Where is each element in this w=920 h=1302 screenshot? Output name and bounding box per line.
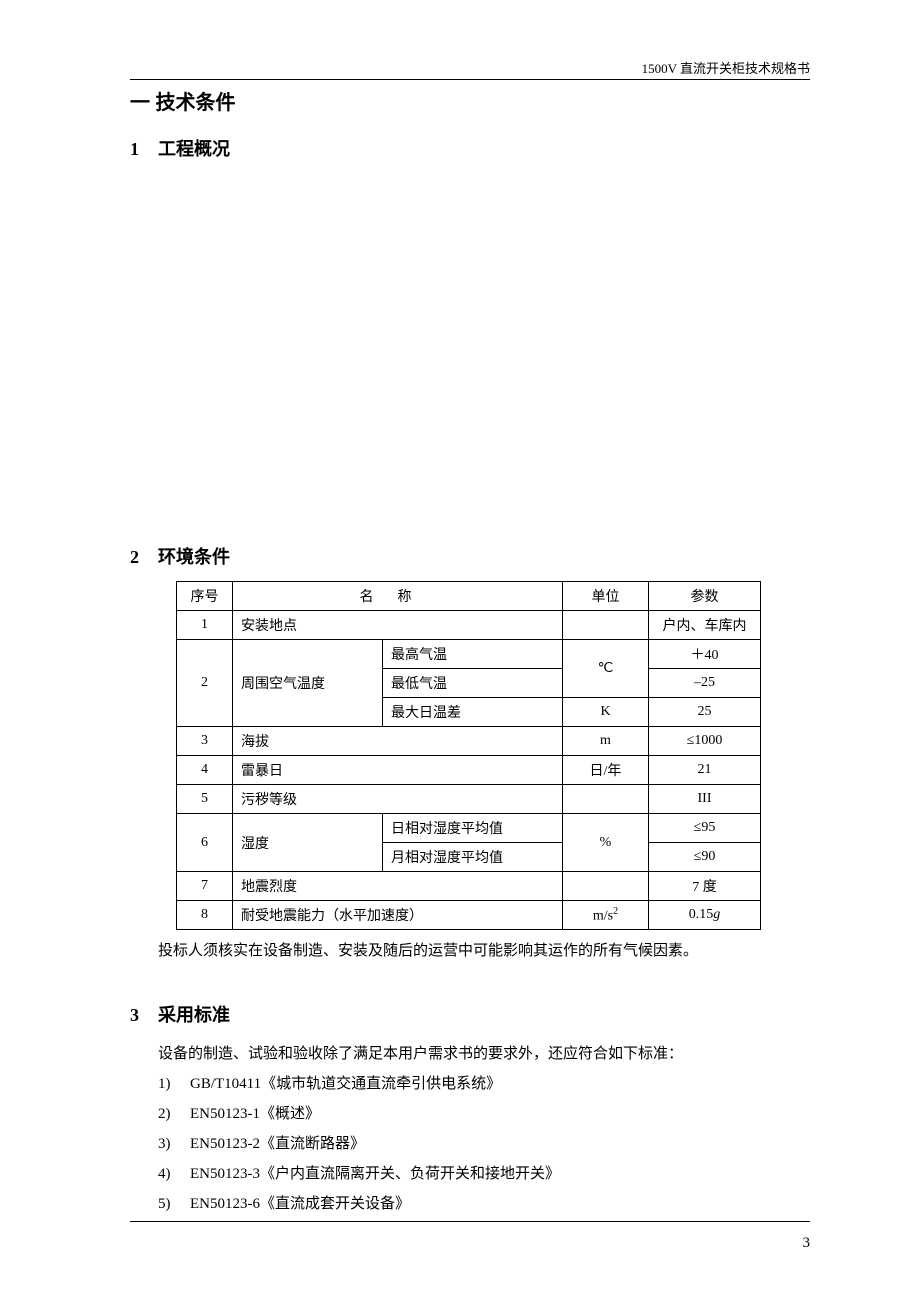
heading-s1-text: 工程概况: [158, 139, 230, 159]
heading-s1-num: 1: [130, 139, 158, 160]
heading-s3-num: 3: [130, 1005, 158, 1026]
table-row: 2 周围空气温度 最高气温 ℃ ＋40: [177, 640, 761, 669]
cell-unit: K: [563, 698, 649, 727]
table-note: 投标人须核实在设备制造、安装及随后的运营中可能影响其运作的所有气候因素。: [158, 938, 810, 965]
unit-sup: 2: [613, 906, 618, 917]
cell-unit: ℃: [563, 640, 649, 698]
blank-space: [130, 173, 810, 523]
cell-unit: %: [563, 814, 649, 872]
cell-subname: 最低气温: [383, 669, 563, 698]
cell-unit: 日/年: [563, 756, 649, 785]
cell-subname: 日相对湿度平均值: [383, 814, 563, 843]
cell-unit: [563, 872, 649, 901]
heading-main: 一 技术条件: [130, 86, 810, 115]
list-item: 2)EN50123-1《概述》: [158, 1099, 810, 1129]
cell-name: 湿度: [233, 814, 383, 872]
page-number: 3: [803, 1235, 811, 1252]
cell-param: ≤95: [649, 814, 761, 843]
item-text: EN50123-3《户内直流隔离开关、负荷开关和接地开关》: [190, 1166, 560, 1182]
unit-pre: m/s: [593, 908, 613, 923]
cell-seq: 3: [177, 727, 233, 756]
cell-param: 户内、车库内: [649, 611, 761, 640]
col-name: 名称: [233, 582, 563, 611]
list-item: 1)GB/T10411《城市轨道交通直流牵引供电系统》: [158, 1069, 810, 1099]
cell-unit: m/s2: [563, 901, 649, 930]
cell-subname: 最大日温差: [383, 698, 563, 727]
cell-name: 雷暴日: [233, 756, 563, 785]
cell-name: 地震烈度: [233, 872, 563, 901]
item-idx: 4): [158, 1159, 190, 1189]
cell-seq: 6: [177, 814, 233, 872]
cell-param: ＋40: [649, 640, 761, 669]
cell-name: 污秽等级: [233, 785, 563, 814]
cell-seq: 8: [177, 901, 233, 930]
heading-s2: 2环境条件: [130, 543, 810, 569]
item-text: EN50123-6《直流成套开关设备》: [190, 1196, 410, 1212]
item-idx: 5): [158, 1189, 190, 1219]
cell-name: 耐受地震能力（水平加速度）: [233, 901, 563, 930]
col-param: 参数: [649, 582, 761, 611]
cell-param: 7 度: [649, 872, 761, 901]
item-text: EN50123-1《概述》: [190, 1106, 320, 1122]
table-row: 3 海拔 m ≤1000: [177, 727, 761, 756]
heading-s2-text: 环境条件: [158, 547, 230, 567]
list-item: 5)EN50123-6《直流成套开关设备》: [158, 1189, 810, 1219]
col-unit: 单位: [563, 582, 649, 611]
heading-s2-num: 2: [130, 547, 158, 568]
environment-table: 序号 名称 单位 参数 1 安装地点 户内、车库内 2 周围空气温度 最高气温 …: [176, 581, 761, 930]
header-rule: 1500V 直流开关柜技术规格书: [130, 60, 810, 80]
table-row: 1 安装地点 户内、车库内: [177, 611, 761, 640]
cell-param: 21: [649, 756, 761, 785]
cell-seq: 1: [177, 611, 233, 640]
cell-name: 安装地点: [233, 611, 563, 640]
cell-unit: [563, 611, 649, 640]
item-idx: 2): [158, 1099, 190, 1129]
heading-s1: 1工程概况: [130, 135, 810, 161]
cell-name: 海拔: [233, 727, 563, 756]
item-text: EN50123-2《直流断路器》: [190, 1136, 365, 1152]
footer-rule: [130, 1221, 810, 1222]
cell-subname: 最高气温: [383, 640, 563, 669]
cell-param: –25: [649, 669, 761, 698]
cell-unit: m: [563, 727, 649, 756]
param-pre: 0.15: [689, 907, 714, 922]
cell-seq: 5: [177, 785, 233, 814]
cell-seq: 2: [177, 640, 233, 727]
item-idx: 1): [158, 1069, 190, 1099]
standards-intro: 设备的制造、试验和验收除了满足本用户需求书的要求外，还应符合如下标准：: [158, 1039, 810, 1069]
cell-param: ≤1000: [649, 727, 761, 756]
heading-s3-text: 采用标准: [158, 1005, 230, 1025]
param-suf: g: [713, 907, 720, 922]
item-idx: 3): [158, 1129, 190, 1159]
page-container: 1500V 直流开关柜技术规格书 一 技术条件 1工程概况 2环境条件 序号 名…: [0, 0, 920, 1259]
cell-subname: 月相对湿度平均值: [383, 843, 563, 872]
cell-unit: [563, 785, 649, 814]
header-title: 1500V 直流开关柜技术规格书: [642, 58, 810, 77]
table-row: 4 雷暴日 日/年 21: [177, 756, 761, 785]
table-header-row: 序号 名称 单位 参数: [177, 582, 761, 611]
list-item: 3)EN50123-2《直流断路器》: [158, 1129, 810, 1159]
table-row: 6 湿度 日相对湿度平均值 % ≤95: [177, 814, 761, 843]
table-row: 8 耐受地震能力（水平加速度） m/s2 0.15g: [177, 901, 761, 930]
cell-seq: 7: [177, 872, 233, 901]
table-row: 5 污秽等级 III: [177, 785, 761, 814]
cell-param: III: [649, 785, 761, 814]
cell-name: 周围空气温度: [233, 640, 383, 727]
table-row: 7 地震烈度 7 度: [177, 872, 761, 901]
list-item: 4)EN50123-3《户内直流隔离开关、负荷开关和接地开关》: [158, 1159, 810, 1189]
cell-seq: 4: [177, 756, 233, 785]
heading-s3: 3采用标准: [130, 1001, 810, 1027]
cell-param: ≤90: [649, 843, 761, 872]
cell-param: 25: [649, 698, 761, 727]
col-seq: 序号: [177, 582, 233, 611]
standards-list: 1)GB/T10411《城市轨道交通直流牵引供电系统》 2)EN50123-1《…: [158, 1069, 810, 1219]
item-text: GB/T10411《城市轨道交通直流牵引供电系统》: [190, 1076, 501, 1092]
cell-param: 0.15g: [649, 901, 761, 930]
